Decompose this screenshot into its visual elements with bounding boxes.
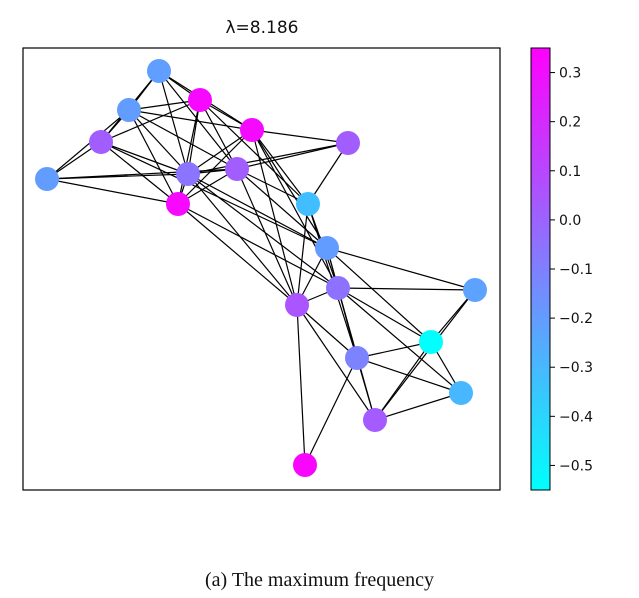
colorbar-tick-label: 0.3 (559, 66, 581, 82)
graph-edge (128, 109, 238, 170)
graph-node (35, 167, 59, 191)
graph-node (449, 381, 473, 405)
graph-node (419, 330, 443, 354)
graph-edge (236, 168, 328, 249)
graph-edge (187, 129, 253, 175)
graph-edge (46, 178, 179, 205)
graph-edge (236, 168, 309, 205)
graph-node (463, 278, 487, 302)
graph-edge (177, 99, 201, 205)
graph-edge (337, 287, 432, 343)
figure-caption: (a) The maximum frequency (205, 569, 434, 591)
colorbar-tick-label: −0.1 (559, 262, 593, 278)
graph-edge (158, 70, 189, 175)
colorbar-tick-label: −0.5 (559, 458, 593, 474)
graph-node (363, 408, 387, 432)
chart-svg: 0.3 0.2 0.1 0.0 −0.1 −0.2 −0.3 −0.4 −0.5 (22, 47, 593, 491)
graph-edge (187, 173, 298, 306)
graph-edge (251, 129, 309, 205)
graph-edge (356, 341, 432, 359)
graph-node (285, 293, 309, 317)
graph-node (166, 192, 190, 216)
graph-node (188, 88, 212, 112)
graph-edge (326, 247, 476, 291)
graph-edge (177, 203, 339, 289)
colorbar-tick-label: 0.0 (559, 213, 581, 229)
graph-edge (100, 141, 189, 175)
graph-edge (128, 109, 179, 205)
graph-edge (326, 247, 432, 343)
graph-node (345, 346, 369, 370)
graph-edge (199, 99, 238, 170)
graph-edge (337, 287, 462, 394)
graph-edge (251, 129, 328, 249)
graph-edge (251, 129, 339, 289)
colorbar-tick-label: −0.4 (559, 409, 593, 425)
graph-edge (374, 341, 432, 421)
colorbar-tick-label: −0.3 (559, 360, 593, 376)
graph-edge (251, 129, 298, 306)
colorbar-tick-label: −0.2 (559, 311, 593, 327)
colorbar-tick-label: 0.1 (559, 164, 581, 180)
colorbar-ticks: 0.3 0.2 0.1 0.0 −0.1 −0.2 −0.3 −0.4 −0.5 (550, 66, 593, 474)
colorbar (530, 47, 551, 491)
plot-frame (22, 47, 501, 491)
graph-edge (296, 304, 376, 421)
graph-edge (158, 70, 238, 170)
graph-edge (356, 357, 462, 394)
graph-edge (187, 173, 339, 289)
graph-edge (128, 109, 253, 131)
graph-node (147, 59, 171, 83)
graph-node (296, 192, 320, 216)
graph-node (315, 236, 339, 260)
graph-node (117, 98, 141, 122)
graph-node (240, 118, 264, 142)
graph-edge (100, 99, 201, 143)
graph-edge (337, 287, 476, 291)
graph-edge (236, 142, 349, 170)
graph-edge (374, 392, 462, 421)
graph-edge (100, 141, 179, 205)
graph-edge (296, 304, 306, 466)
graph-edge (187, 173, 328, 249)
graph-edge (177, 203, 298, 306)
graph-node (89, 130, 113, 154)
graph-edge (177, 129, 253, 205)
graph-edge (46, 109, 130, 180)
graph-edge (236, 168, 298, 306)
graph-edge (374, 289, 476, 421)
graph-edge (251, 129, 349, 144)
graph-edge (296, 203, 309, 306)
colorbar-tick-label: 0.2 (559, 115, 581, 131)
graph-node (176, 162, 200, 186)
graph-node (293, 453, 317, 477)
plot-title: λ=8.186 (225, 18, 299, 38)
graph-edge (187, 142, 349, 175)
graph-node (225, 157, 249, 181)
graph-node (326, 276, 350, 300)
graph-edge (100, 141, 328, 249)
graph-edge (46, 168, 238, 180)
graph-edge (304, 357, 358, 466)
graph-edge (128, 109, 189, 175)
graph-edge (307, 142, 349, 205)
graph-edge (199, 99, 309, 205)
graph-node (336, 131, 360, 155)
graph-edge (296, 304, 358, 359)
graph-nodes (35, 59, 487, 477)
